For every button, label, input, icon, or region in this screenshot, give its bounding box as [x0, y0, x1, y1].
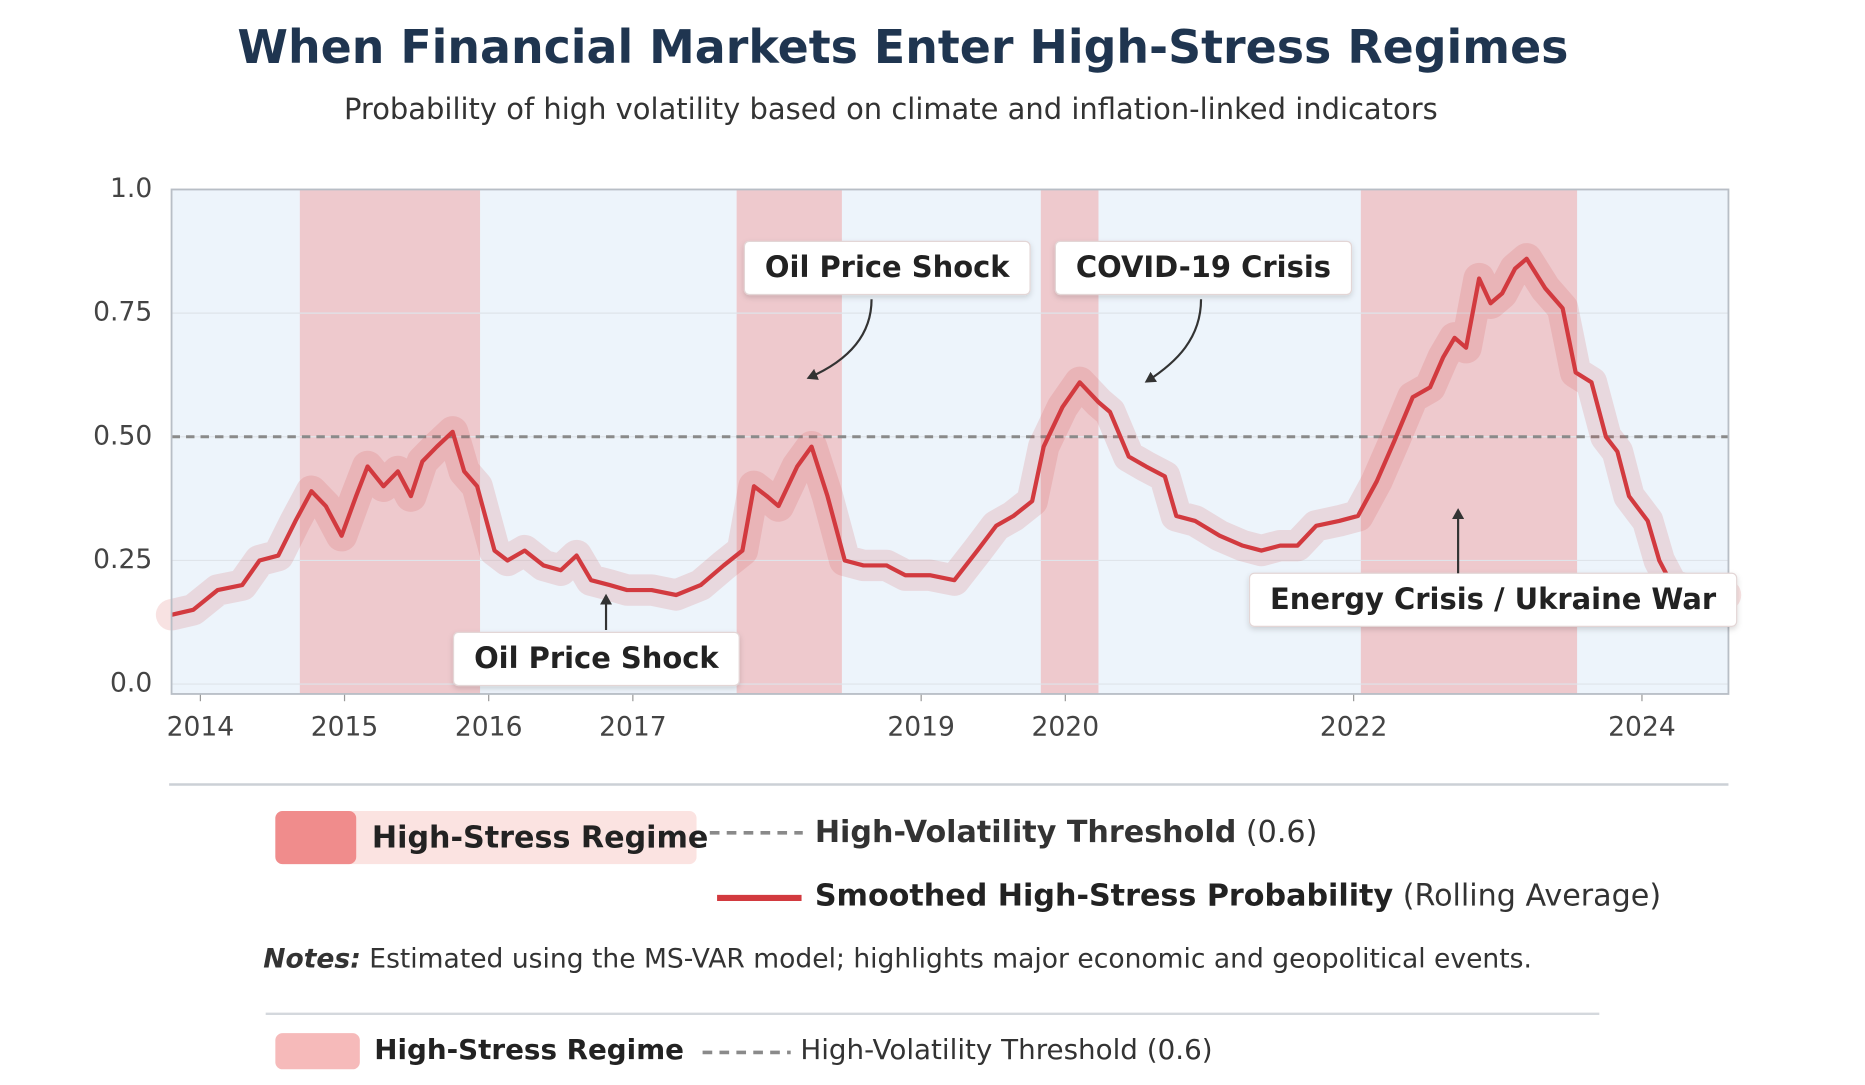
legend-label: High-Stress Regime	[374, 1033, 684, 1066]
annotation: Energy Crisis / Ukraine War	[1270, 582, 1717, 616]
annotation-arrow	[806, 299, 873, 380]
x-tick-label: 2017	[599, 711, 667, 742]
legend-label: High-Volatility Threshold (0.6)	[800, 1033, 1212, 1066]
x-tick-label: 2015	[311, 711, 379, 742]
annotation: Oil Price Shock	[765, 250, 1010, 284]
y-tick-label: 0.50	[93, 420, 152, 451]
annotation-arrow	[1144, 299, 1203, 383]
legend-name: High-Volatility Threshold	[815, 814, 1236, 849]
legend-label: High-Volatility Threshold (0.6)	[815, 814, 1318, 849]
line	[171, 256, 1726, 617]
annotation-box	[452, 631, 740, 687]
x-tick-label: 2022	[1320, 711, 1388, 742]
legend-note: (Rolling Average)	[1403, 878, 1661, 913]
regime-band	[299, 189, 481, 694]
x-tick-label: 2019	[887, 711, 955, 742]
legend-swatch	[275, 1033, 360, 1070]
notes-label: Notes:	[263, 943, 361, 974]
x-tick-label: 2016	[455, 711, 523, 742]
annotation-box	[1248, 572, 1738, 627]
y-tick-label: 0.0	[110, 668, 152, 699]
legend-label: High-Stress Regime	[372, 820, 708, 855]
legend-label: Smoothed High-Stress Probability (Rollin…	[815, 878, 1661, 913]
annotation: COVID-19 Crisis	[1076, 250, 1331, 284]
legend-note: (0.6)	[1147, 1033, 1213, 1066]
annotation-box	[1054, 240, 1353, 296]
annotations: Oil Price Shock COVID-19 Crisis Oil Price …	[452, 240, 1738, 687]
x-tick-label: 2024	[1608, 711, 1676, 742]
notes-text: Estimated using the MS-VAR model; highli…	[369, 943, 1532, 974]
plot-frame	[170, 188, 1730, 695]
legend-name: High-Volatility Threshold	[800, 1033, 1138, 1066]
y-tick-label: 0.25	[93, 544, 152, 575]
x-tick-label: 2020	[1032, 711, 1100, 742]
legend-swatch-bg	[275, 811, 697, 865]
legend-note: (0.6)	[1246, 814, 1318, 849]
legend-name: Smoothed High-Stress Probability	[815, 878, 1394, 913]
annotation-box	[743, 240, 1031, 296]
notes: Notes: Estimated using the MS-VAR model;…	[263, 943, 1532, 974]
x-tick-label: 2014	[167, 711, 235, 742]
y-tick-label: 1.0	[110, 173, 152, 204]
chart-title: When Financial Markets Enter High-Stress…	[237, 20, 1568, 74]
legend-swatch	[275, 811, 357, 865]
y-tick-label: 0.75	[93, 297, 152, 328]
annotation: Oil Price Shock	[474, 641, 719, 675]
chart-subtitle: Probability of high volatility based on …	[344, 92, 1438, 126]
